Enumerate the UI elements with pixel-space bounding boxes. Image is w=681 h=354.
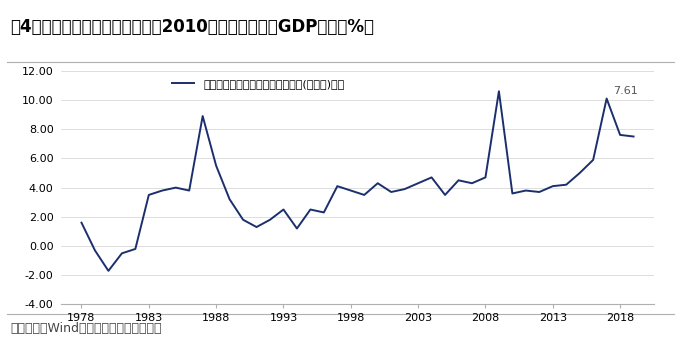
Text: 图4：印度对世界经济增长贡献（2010年为基期的实际GDP计算，%）: 图4：印度对世界经济增长贡献（2010年为基期的实际GDP计算，%） (10, 18, 375, 36)
Text: 数据来源：Wind，广发证券发展研究中心: 数据来源：Wind，广发证券发展研究中心 (10, 322, 161, 335)
Legend: 世界银行对世界经济增长的贡献率(汇率法)印度: 世界银行对世界经济增长的贡献率(汇率法)印度 (168, 74, 349, 93)
Text: 7.61: 7.61 (614, 86, 638, 96)
